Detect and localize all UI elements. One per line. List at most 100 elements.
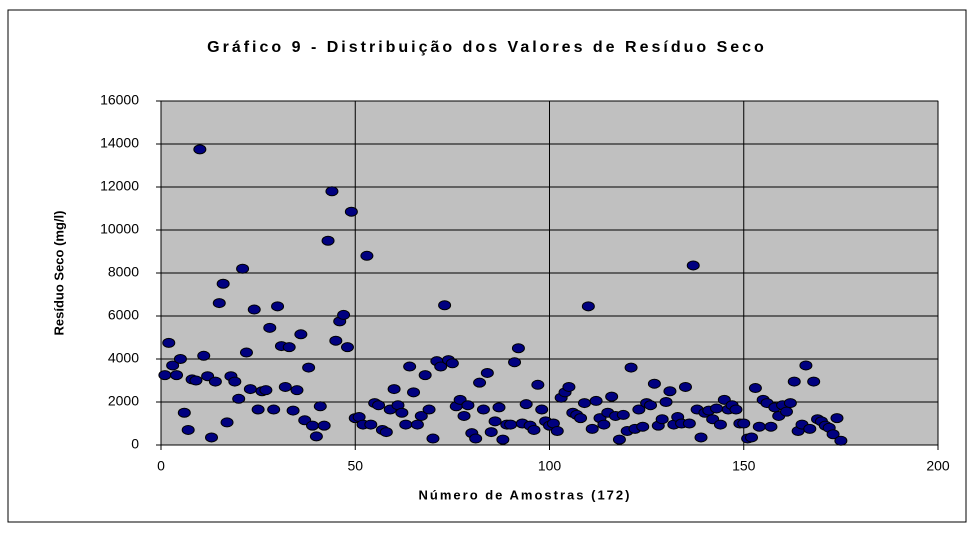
point — [216, 278, 230, 289]
point — [807, 376, 821, 387]
point — [783, 398, 797, 409]
point — [166, 360, 180, 371]
point — [177, 407, 191, 418]
point — [337, 309, 351, 320]
point — [682, 418, 696, 429]
y-tick-label: 10000 — [100, 221, 139, 237]
point — [710, 403, 724, 414]
point — [535, 404, 549, 415]
x-tick-label: 0 — [157, 458, 165, 474]
point — [193, 144, 207, 155]
point — [189, 375, 203, 386]
point — [644, 400, 658, 411]
point — [511, 343, 525, 354]
point — [799, 360, 813, 371]
point — [616, 409, 630, 420]
point — [232, 393, 246, 404]
point — [562, 381, 576, 392]
point — [236, 263, 250, 274]
point — [162, 337, 176, 348]
point — [678, 381, 692, 392]
point — [461, 400, 475, 411]
point — [508, 357, 522, 368]
point — [834, 435, 848, 446]
y-tick-label: 0 — [131, 436, 139, 452]
point — [445, 358, 459, 369]
point — [713, 419, 727, 430]
point — [438, 300, 452, 311]
y-tick-label: 8000 — [108, 264, 139, 280]
x-tick-label: 50 — [347, 458, 363, 474]
y-tick-label: 4000 — [108, 350, 139, 366]
point — [737, 418, 751, 429]
point — [414, 410, 428, 421]
chart-title: Gráfico 9 - Distribuição dos Valores de … — [207, 39, 767, 56]
point — [826, 429, 840, 440]
point — [212, 298, 226, 309]
point — [457, 410, 471, 421]
point — [469, 433, 483, 444]
point — [329, 335, 343, 346]
y-tick-label: 2000 — [108, 393, 139, 409]
point — [729, 404, 743, 415]
point — [286, 405, 300, 416]
point — [251, 404, 265, 415]
point — [589, 395, 603, 406]
point — [663, 386, 677, 397]
point — [779, 406, 793, 417]
point — [278, 381, 292, 392]
point — [309, 431, 323, 442]
point — [387, 384, 401, 395]
point — [158, 370, 172, 381]
point — [597, 419, 611, 430]
y-tick-label: 16000 — [100, 92, 139, 108]
point — [830, 413, 844, 424]
point — [484, 427, 498, 438]
point — [434, 361, 448, 372]
point — [290, 385, 304, 396]
point — [422, 404, 436, 415]
point — [480, 367, 494, 378]
point — [344, 206, 358, 217]
point — [379, 427, 393, 438]
y-axis-label: Resíduo Seco (mg/l) — [51, 211, 66, 336]
point — [803, 423, 817, 434]
point — [173, 354, 187, 364]
point — [550, 426, 564, 437]
point — [418, 370, 432, 381]
point — [504, 419, 518, 430]
point — [302, 362, 316, 373]
point — [527, 424, 541, 435]
point — [399, 419, 413, 430]
x-tick-label: 150 — [732, 458, 756, 474]
point — [787, 376, 801, 387]
y-tick-label: 14000 — [100, 135, 139, 151]
point — [271, 301, 285, 312]
point — [313, 401, 327, 412]
point — [340, 342, 354, 353]
point — [247, 304, 261, 315]
point — [228, 376, 242, 387]
point — [325, 186, 339, 197]
point — [410, 419, 424, 430]
point — [476, 404, 490, 415]
point — [181, 424, 195, 435]
point — [574, 413, 588, 424]
point — [473, 377, 487, 388]
point — [220, 417, 234, 428]
point — [259, 385, 273, 396]
point — [372, 400, 386, 411]
y-tick-label: 12000 — [100, 178, 139, 194]
point — [581, 301, 595, 312]
point — [360, 250, 374, 261]
point — [577, 398, 591, 409]
point — [492, 402, 506, 413]
point — [659, 397, 673, 407]
point — [585, 423, 599, 434]
point — [306, 420, 320, 431]
point — [632, 404, 646, 415]
point — [403, 361, 417, 372]
point — [694, 432, 708, 443]
point — [647, 378, 661, 389]
